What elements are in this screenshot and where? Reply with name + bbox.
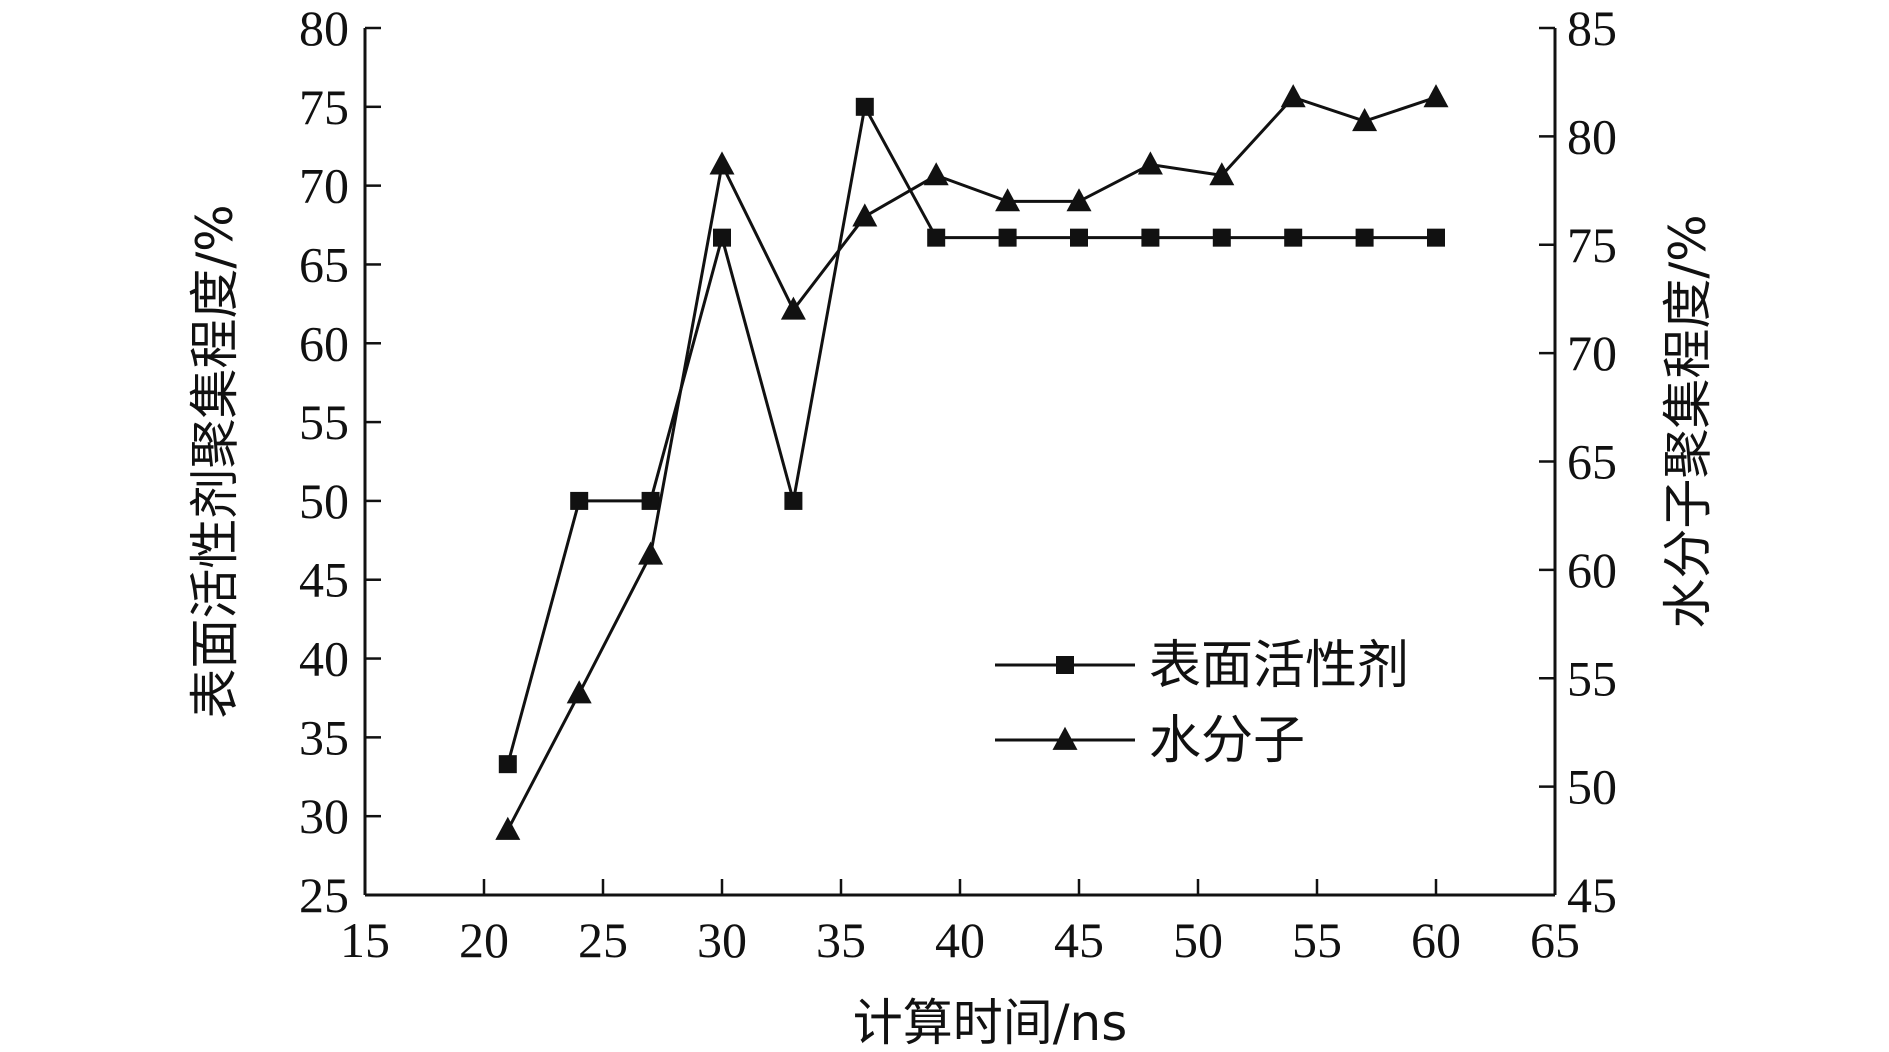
data-point (1427, 228, 1445, 247)
x-tick-label: 45 (1054, 912, 1104, 968)
data-point (1141, 228, 1160, 247)
y-tick-label-right: 45 (1567, 867, 1617, 923)
y-tick-label-left: 45 (299, 552, 349, 608)
data-point (638, 541, 664, 565)
series-line (506, 95, 1437, 831)
x-tick-label: 65 (1530, 912, 1580, 968)
data-point (784, 491, 803, 510)
legend-item: 水分子 (995, 711, 1305, 771)
y-tick-label-right: 50 (1567, 759, 1617, 815)
data-point (1209, 162, 1235, 186)
data-point (1280, 84, 1306, 108)
y-tick-label-left: 40 (299, 631, 349, 687)
x-tick-label: 20 (459, 912, 509, 968)
data-point (852, 203, 878, 227)
data-point (641, 491, 660, 510)
data-point (1212, 228, 1231, 247)
data-point (1423, 84, 1449, 108)
y-axis-title-left: 表面活性剂聚集程度/% (186, 204, 244, 718)
y-tick-label-left: 55 (299, 394, 349, 450)
data-point (570, 491, 589, 510)
x-tick-label: 15 (340, 912, 390, 968)
y-tick-label-left: 50 (299, 473, 349, 529)
data-point (995, 188, 1021, 212)
data-point (855, 97, 874, 116)
y-tick-label-right: 60 (1567, 542, 1617, 598)
data-point (495, 816, 521, 840)
data-point (709, 151, 735, 175)
x-tick-label: 35 (816, 912, 866, 968)
data-point (1284, 228, 1303, 247)
x-tick-label: 50 (1173, 912, 1223, 968)
legend-label: 水分子 (1149, 711, 1305, 771)
y-tick-label-right: 55 (1567, 650, 1617, 706)
y-tick-label-left: 35 (299, 709, 349, 765)
y-tick-label-right: 85 (1567, 0, 1617, 56)
series-water (495, 84, 1449, 840)
y-tick-label-left: 75 (299, 79, 349, 135)
data-point (1137, 151, 1163, 175)
series-line (506, 102, 1436, 765)
y-tick-label-right: 70 (1567, 325, 1617, 381)
data-point (566, 680, 592, 704)
legend-item: 表面活性剂 (995, 636, 1409, 696)
data-point (1066, 188, 1092, 212)
y-tick-label-left: 30 (299, 788, 349, 844)
x-tick-label: 30 (697, 912, 747, 968)
axes: 15 20 25 30 35 40 45 50 55 60 65 25 30 35 40 45 50 55 60 65… (299, 0, 1617, 968)
x-axis-title: 计算时间/ns (853, 994, 1128, 1052)
y-tick-label-left: 25 (299, 867, 349, 923)
data-point (998, 228, 1017, 247)
legend-marker (1056, 656, 1074, 674)
y-tick-label-right: 65 (1567, 434, 1617, 490)
data-point (1352, 108, 1378, 132)
data-point (927, 228, 946, 247)
x-tick-label: 40 (935, 912, 985, 968)
y-axis-title-right: 水分子聚集程度/% (1659, 214, 1717, 628)
data-point (780, 296, 806, 320)
y-tick-label-right: 75 (1567, 217, 1617, 273)
data-point (498, 755, 517, 774)
data-point (713, 228, 731, 247)
y-tick-label-left: 65 (299, 236, 349, 292)
y-tick-label-left: 80 (299, 0, 349, 56)
x-tick-label: 25 (578, 912, 628, 968)
y-tick-label-left: 70 (299, 158, 349, 214)
data-point (1355, 228, 1374, 247)
legend-label: 表面活性剂 (1149, 636, 1409, 696)
legend-marker (1052, 726, 1078, 750)
data-point (1070, 228, 1088, 247)
data-point (923, 162, 949, 186)
x-tick-label: 60 (1411, 912, 1461, 968)
y-tick-label-right: 80 (1567, 108, 1617, 164)
series-surfactant (498, 97, 1445, 774)
y-tick-label-left: 60 (299, 315, 349, 371)
x-tick-label: 55 (1292, 912, 1342, 968)
series (495, 84, 1449, 840)
